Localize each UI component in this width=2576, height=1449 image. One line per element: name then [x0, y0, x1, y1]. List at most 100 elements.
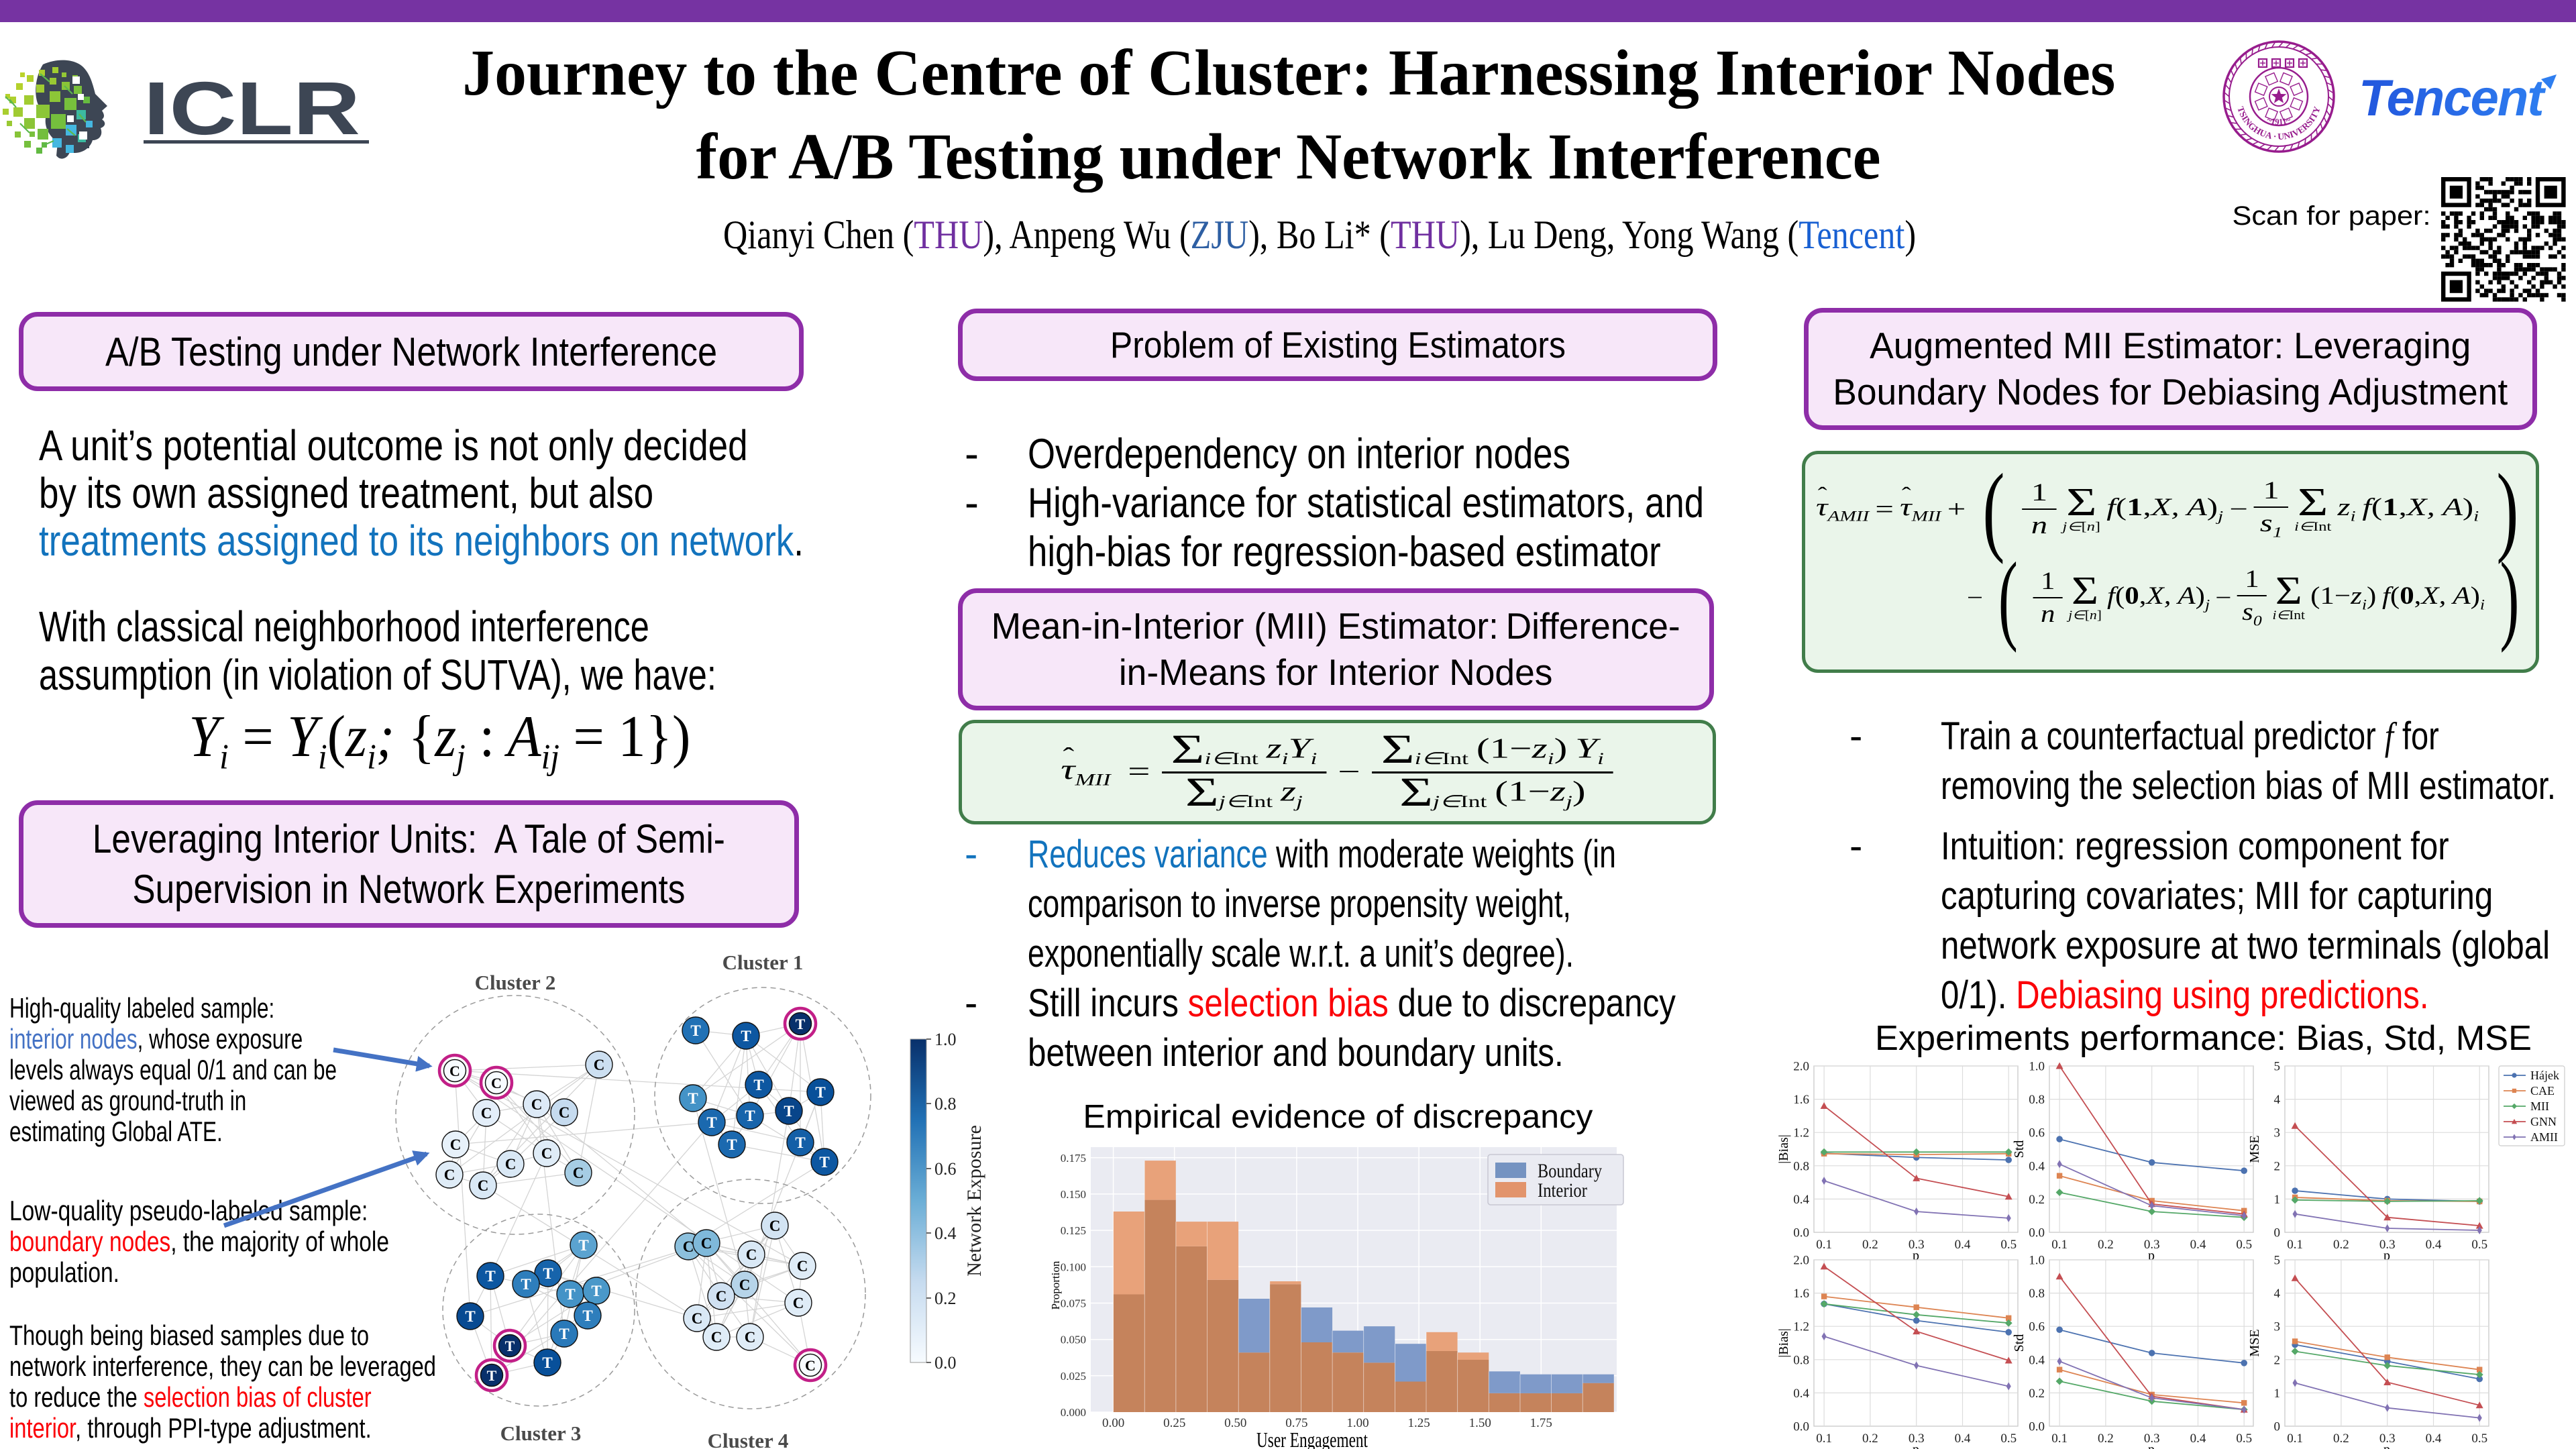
- svg-text:0.2: 0.2: [2333, 1238, 2349, 1252]
- svg-text:0.0: 0.0: [1793, 1420, 1809, 1434]
- svg-text:~1911~: ~1911~: [2265, 114, 2292, 127]
- svg-text:0.000: 0.000: [1061, 1406, 1086, 1419]
- svg-text:1.6: 1.6: [1793, 1093, 1809, 1107]
- svg-text:p: p: [2148, 1248, 2155, 1263]
- svg-text:0.5: 0.5: [2471, 1432, 2487, 1446]
- svg-text:1: 1: [2274, 1193, 2281, 1207]
- svg-text:0.4: 0.4: [2426, 1432, 2442, 1446]
- svg-text:MSE: MSE: [2247, 1329, 2262, 1356]
- svg-text:0.4: 0.4: [1793, 1193, 1809, 1207]
- svg-text:0: 0: [2274, 1420, 2281, 1434]
- svg-text:C: C: [481, 1105, 492, 1122]
- svg-text:0.3: 0.3: [1909, 1432, 1925, 1446]
- svg-text:0.2: 0.2: [2029, 1193, 2045, 1207]
- svg-text:Cluster 1: Cluster 1: [722, 953, 804, 974]
- svg-text:0.025: 0.025: [1061, 1370, 1086, 1383]
- svg-text:0.0: 0.0: [1793, 1226, 1809, 1240]
- svg-text:C: C: [745, 1329, 756, 1346]
- svg-text:1.0: 1.0: [2029, 1060, 2045, 1074]
- svg-text:0.4: 0.4: [2426, 1238, 2442, 1252]
- svg-text:0.2: 0.2: [1862, 1238, 1878, 1252]
- svg-text:1.6: 1.6: [1793, 1287, 1809, 1301]
- svg-text:0.25: 0.25: [1163, 1416, 1185, 1430]
- svg-text:C: C: [701, 1235, 712, 1252]
- svg-text:0.3: 0.3: [1909, 1238, 1925, 1252]
- svg-text:1: 1: [2274, 1387, 2281, 1401]
- svg-text:C: C: [573, 1165, 584, 1181]
- svg-text:0.3: 0.3: [2144, 1238, 2160, 1252]
- svg-text:T: T: [706, 1114, 716, 1131]
- svg-text:0.4: 0.4: [2029, 1353, 2045, 1367]
- svg-text:0.5: 0.5: [2236, 1432, 2252, 1446]
- svg-text:C: C: [711, 1329, 722, 1346]
- svg-text:2: 2: [2274, 1159, 2281, 1173]
- svg-text:1.0: 1.0: [2029, 1254, 2045, 1268]
- svg-text:0.1: 0.1: [1816, 1432, 1832, 1446]
- svg-text:T: T: [465, 1308, 475, 1325]
- svg-text:1.75: 1.75: [1530, 1416, 1552, 1430]
- svg-text:0.50: 0.50: [1224, 1416, 1246, 1430]
- svg-text:Proportion: Proportion: [1049, 1260, 1062, 1309]
- svg-text:0.1: 0.1: [2287, 1432, 2303, 1446]
- svg-text:C: C: [541, 1145, 553, 1162]
- svg-text:AMII: AMII: [2530, 1130, 2558, 1144]
- svg-text:0.8: 0.8: [1793, 1353, 1809, 1367]
- svg-text:T: T: [753, 1077, 763, 1093]
- svg-text:|Bias|: |Bias|: [1776, 1328, 1791, 1358]
- svg-text:p: p: [2383, 1442, 2390, 1449]
- svg-text:0.6: 0.6: [934, 1159, 957, 1179]
- svg-text:Cluster 4: Cluster 4: [708, 1429, 789, 1449]
- svg-text:0.3: 0.3: [2379, 1238, 2396, 1252]
- svg-text:User Engagement: User Engagement: [1256, 1428, 1368, 1449]
- svg-text:T: T: [690, 1022, 700, 1039]
- svg-text:C: C: [739, 1277, 751, 1293]
- svg-text:0.175: 0.175: [1061, 1152, 1086, 1165]
- svg-text:T: T: [727, 1136, 737, 1153]
- svg-text:0.4: 0.4: [2190, 1238, 2206, 1252]
- svg-text:0.2: 0.2: [2029, 1387, 2045, 1401]
- svg-text:C: C: [559, 1104, 570, 1121]
- svg-text:C: C: [444, 1167, 455, 1183]
- svg-text:ICLR: ICLR: [144, 66, 360, 150]
- svg-text:T: T: [815, 1084, 825, 1101]
- svg-text:T: T: [543, 1265, 553, 1282]
- svg-text:0.4: 0.4: [2029, 1159, 2045, 1173]
- svg-text:0.2: 0.2: [2098, 1432, 2114, 1446]
- svg-text:3: 3: [2274, 1126, 2281, 1140]
- svg-text:T: T: [591, 1283, 601, 1299]
- svg-text:0.8: 0.8: [2029, 1287, 2045, 1301]
- svg-text:Cluster 3: Cluster 3: [500, 1421, 582, 1445]
- svg-text:T: T: [688, 1090, 698, 1107]
- svg-text:Std: Std: [2012, 1334, 2027, 1352]
- svg-text:MII: MII: [2530, 1099, 2549, 1113]
- svg-text:C: C: [505, 1156, 517, 1173]
- svg-text:T: T: [795, 1134, 805, 1151]
- svg-text:T: T: [819, 1154, 829, 1171]
- svg-text:4: 4: [2274, 1287, 2281, 1301]
- svg-text:C: C: [797, 1258, 808, 1275]
- svg-text:Boundary: Boundary: [1538, 1160, 1602, 1182]
- svg-text:Cluster 2: Cluster 2: [475, 971, 556, 994]
- svg-text:p: p: [2383, 1248, 2390, 1263]
- svg-text:1.0: 1.0: [934, 1030, 957, 1049]
- svg-text:p: p: [1913, 1442, 1919, 1449]
- svg-text:C: C: [769, 1218, 781, 1234]
- svg-text:Network Exposure: Network Exposure: [963, 1125, 985, 1277]
- svg-text:T: T: [565, 1286, 575, 1303]
- svg-text:C: C: [531, 1096, 543, 1113]
- svg-text:Interior: Interior: [1538, 1179, 1587, 1201]
- svg-text:C: C: [478, 1177, 489, 1194]
- svg-text:0.2: 0.2: [934, 1289, 957, 1308]
- svg-text:0.1: 0.1: [2051, 1432, 2068, 1446]
- svg-text:0.5: 0.5: [2236, 1238, 2252, 1252]
- svg-text:2.0: 2.0: [1793, 1060, 1809, 1074]
- svg-text:1.2: 1.2: [1793, 1126, 1809, 1140]
- svg-text:0: 0: [2274, 1226, 2281, 1240]
- svg-text:|Bias|: |Bias|: [1776, 1134, 1791, 1164]
- svg-text:T: T: [745, 1108, 755, 1124]
- svg-text:0.150: 0.150: [1061, 1188, 1086, 1201]
- svg-text:T: T: [559, 1326, 569, 1342]
- svg-text:C: C: [449, 1063, 460, 1079]
- svg-text:0.2: 0.2: [2098, 1238, 2114, 1252]
- svg-text:T: T: [784, 1103, 794, 1120]
